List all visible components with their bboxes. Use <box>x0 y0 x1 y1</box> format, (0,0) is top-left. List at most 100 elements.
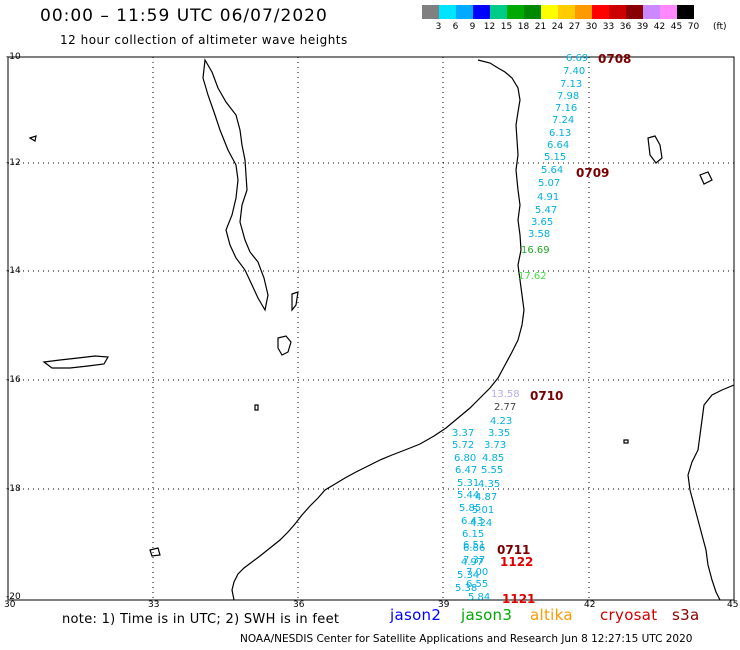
color-swatch <box>507 5 524 19</box>
wave-value: 7.24 <box>552 115 575 126</box>
pass-label-0709: 0709 <box>576 166 610 180</box>
wave-value: 5.31 <box>457 478 480 489</box>
wave-value: 5.72 <box>452 440 475 451</box>
wave-value: 6.69 <box>566 53 589 64</box>
lon-label: 30 <box>4 600 16 610</box>
color-scale-label: 30 <box>585 22 598 32</box>
color-swatch <box>456 5 473 19</box>
color-swatch <box>575 5 592 19</box>
wave-value: 6.47 <box>455 465 478 476</box>
color-swatch <box>626 5 643 19</box>
pass-label-0708: 0708 <box>598 52 632 66</box>
color-scale-label: 42 <box>653 22 666 32</box>
pass-label-1122: 1122 <box>500 555 534 569</box>
lat-label: -10 <box>6 52 21 62</box>
color-scale-label: 24 <box>551 22 564 32</box>
coastline <box>28 58 735 601</box>
color-swatch <box>439 5 456 19</box>
lon-label: 36 <box>293 600 305 610</box>
map-subtitle: 12 hour collection of altimeter wave hei… <box>60 33 348 47</box>
wave-value: 7.16 <box>555 103 578 114</box>
wave-value: 5.38 <box>455 583 478 594</box>
color-scale-label: 6 <box>452 22 459 32</box>
wave-value: 5.85 <box>459 503 482 514</box>
color-scale-label: 3 <box>435 22 442 32</box>
color-scale-label: 15 <box>500 22 513 32</box>
wave-value: 5.07 <box>538 178 561 189</box>
wave-value: 6.55 <box>466 579 489 590</box>
color-scale-label: 36 <box>619 22 632 32</box>
legend-jason2: jason2 <box>390 606 442 624</box>
legend-jason3: jason3 <box>461 606 513 624</box>
color-scale-label: 70 <box>687 22 700 32</box>
color-scale-label: 33 <box>602 22 615 32</box>
wave-value: 5.44 <box>457 490 480 501</box>
lat-label: -16 <box>6 375 21 385</box>
map-title: 00:00 – 11:59 UTC 06/07/2020 <box>40 6 328 26</box>
color-swatch <box>609 5 626 19</box>
wave-value: 6.15 <box>462 529 485 540</box>
wave-value: 6.80 <box>454 453 477 464</box>
wave-value: 6.86 <box>463 543 486 554</box>
color-swatch <box>473 5 490 19</box>
color-scale-label: 9 <box>469 22 476 32</box>
lon-label: 42 <box>584 600 596 610</box>
wave-value: 3.35 <box>488 428 511 439</box>
lat-label: -20 <box>6 592 21 602</box>
wave-value: 7.13 <box>560 79 583 90</box>
wave-value: 7.40 <box>563 66 586 77</box>
lon-label: 33 <box>148 600 160 610</box>
wave-value: 3.73 <box>484 440 507 451</box>
color-scale-label: 12 <box>483 22 496 32</box>
color-swatch <box>660 5 677 19</box>
lon-label: 45 <box>727 600 739 610</box>
wave-value: 7.98 <box>557 91 580 102</box>
wave-value: 3.37 <box>452 428 475 439</box>
color-swatch <box>422 5 439 19</box>
legend-cryosat: cryosat <box>600 606 658 624</box>
color-swatch <box>592 5 609 19</box>
color-scale-labels: 3 6 9 12 15 18 21 24 27 30 33 36 39 42 45 70 <box>422 22 702 32</box>
color-scale-label: 45 <box>670 22 683 32</box>
wave-value: 5.55 <box>481 465 504 476</box>
wave-value: 7.37 <box>463 555 486 566</box>
wave-value: 4.24 <box>470 518 493 529</box>
wave-value: 17.62 <box>518 271 547 282</box>
wave-value: 5.15 <box>544 152 567 163</box>
wave-value: 5.64 <box>541 165 564 176</box>
pass-label-0710: 0710 <box>530 389 564 403</box>
lat-label: -14 <box>6 266 21 276</box>
lon-label: 39 <box>438 600 450 610</box>
graticule <box>8 57 734 600</box>
wave-value: 4.97 <box>461 557 484 568</box>
wave-value: 6.13 <box>549 128 572 139</box>
legend-s3a: s3a <box>672 606 700 624</box>
color-swatch <box>677 5 694 19</box>
wave-value: 6.64 <box>547 140 570 151</box>
wave-value: 5.84 <box>468 592 491 603</box>
wave-value: 4.23 <box>490 416 513 427</box>
color-swatch <box>558 5 575 19</box>
lat-label: -18 <box>6 484 21 494</box>
wave-value: 7.00 <box>466 567 489 578</box>
color-scale-bar <box>422 5 694 19</box>
credit-line: NOAA/NESDIS Center for Satellite Applica… <box>240 633 693 645</box>
footnote: note: 1) Time is in UTC; 2) SWH is in fe… <box>62 612 340 627</box>
color-scale-label: 27 <box>568 22 581 32</box>
wave-value: 4.87 <box>475 492 498 503</box>
wave-value: 5.34 <box>457 570 480 581</box>
wave-value: 3.65 <box>531 217 554 228</box>
legend-altika: altika <box>530 606 573 624</box>
color-scale-label: 39 <box>636 22 649 32</box>
pass-label-0711: 0711 <box>497 543 531 557</box>
wave-value: 5.47 <box>535 205 558 216</box>
wave-value: 5.01 <box>472 505 495 516</box>
color-swatch <box>541 5 558 19</box>
wave-value: 16.69 <box>521 245 550 256</box>
wave-value: 6.51 <box>463 540 486 551</box>
wave-value: 3.58 <box>528 229 551 240</box>
wave-value: 2.77 <box>494 402 517 413</box>
wave-value: 6.43 <box>461 516 484 527</box>
lat-label: -12 <box>6 158 21 168</box>
